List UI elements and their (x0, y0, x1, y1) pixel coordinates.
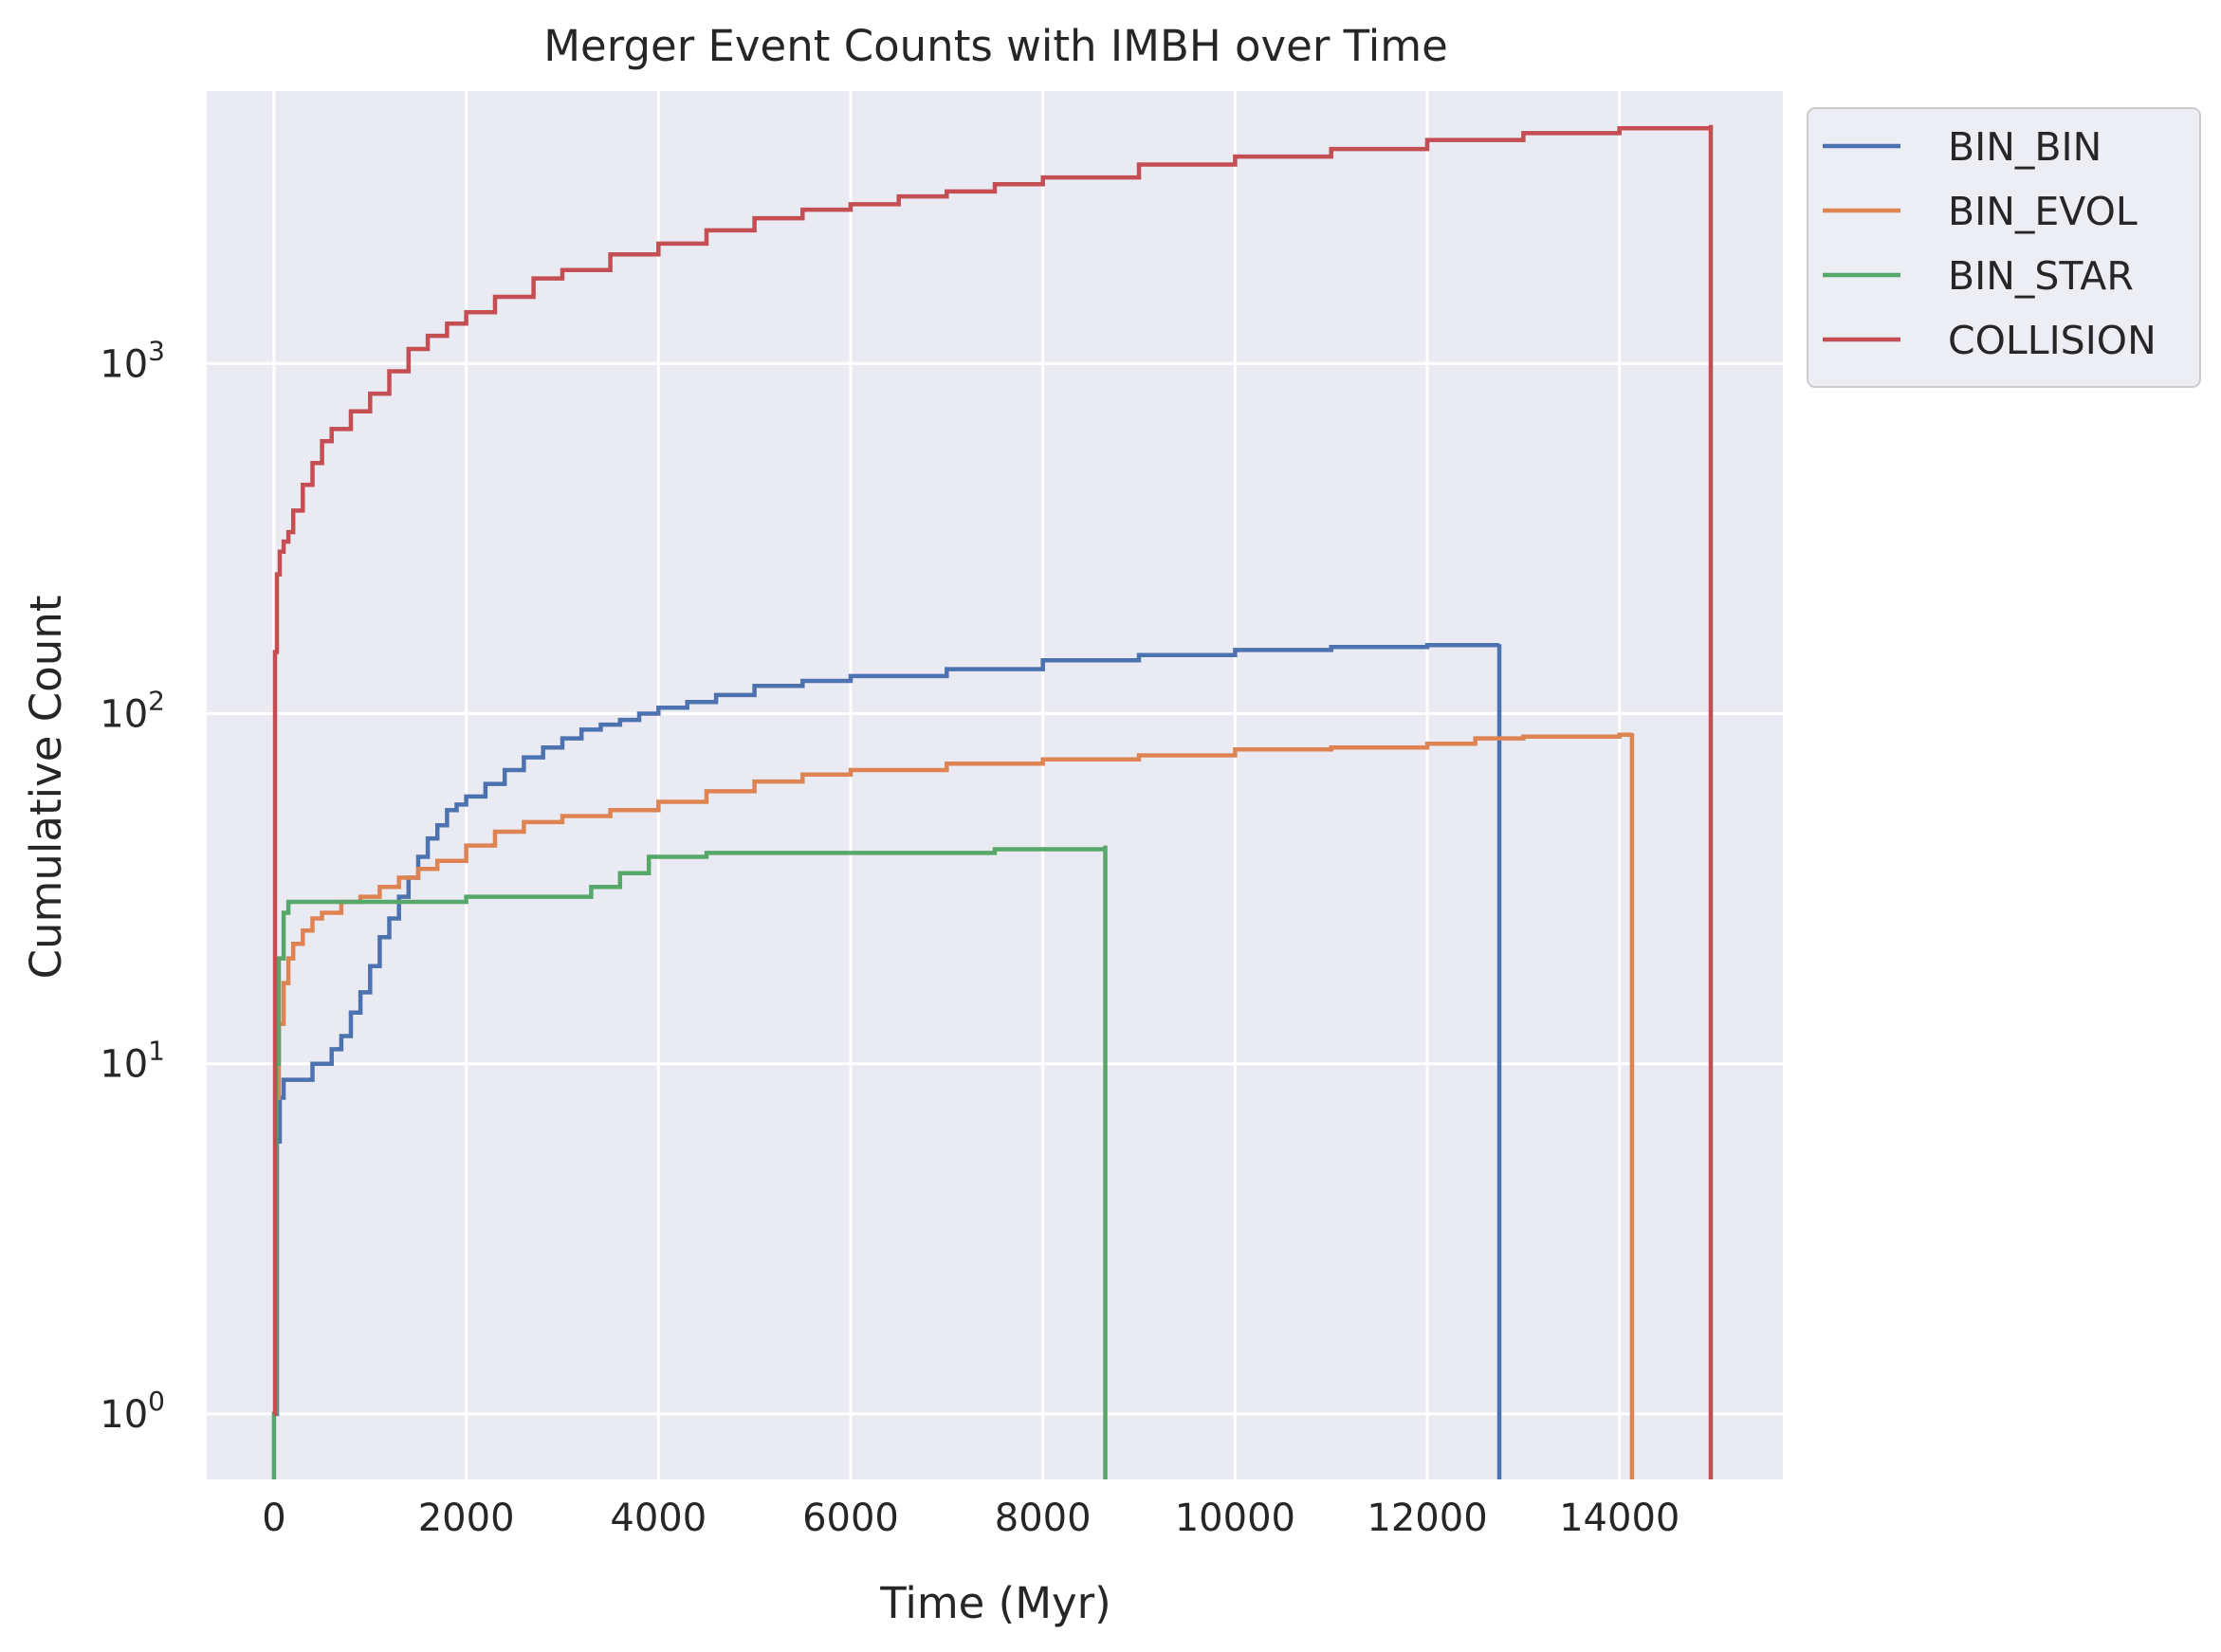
series-lines (271, 124, 1714, 1479)
legend-box (1807, 107, 2201, 388)
y-tick-label: 102 (100, 686, 165, 737)
series-line-bin-bin (273, 642, 1502, 1479)
y-tick-label: 100 (100, 1386, 165, 1437)
x-tick-label: 14000 (1559, 1496, 1680, 1540)
legend-label: COLLISION (1948, 318, 2157, 363)
x-tick-label: 10000 (1175, 1496, 1295, 1540)
x-tick-label: 2000 (418, 1496, 515, 1540)
series-line-collision (272, 124, 1714, 1479)
series-line-bin-evol (273, 732, 1635, 1479)
x-tick-label: 8000 (995, 1496, 1092, 1540)
y-tick-label: 101 (100, 1036, 165, 1087)
x-tick-label: 0 (262, 1496, 285, 1540)
chart-title: Merger Event Counts with IMBH over Time (543, 21, 1448, 71)
series-line-bin-star (271, 845, 1108, 1479)
legend-label: BIN_EVOL (1948, 189, 2138, 234)
gridlines (207, 91, 1783, 1479)
plot-area (207, 91, 1783, 1479)
tick-labels: 0 2000 4000 6000 8000 10000 12000 14000 100 101 10… (100, 335, 1680, 1540)
x-tick-label: 4000 (610, 1496, 707, 1540)
y-axis-label: Cumulative Count (21, 596, 71, 980)
legend-label: BIN_STAR (1948, 253, 2134, 299)
legend: BIN_BIN BIN_EVOL BIN_STAR COLLISION (1807, 107, 2201, 388)
y-tick-label: 103 (100, 335, 165, 386)
x-tick-label: 12000 (1367, 1496, 1487, 1540)
x-tick-label: 6000 (802, 1496, 899, 1540)
x-axis-label: Time (Myr) (879, 1578, 1111, 1628)
legend-label: BIN_BIN (1948, 124, 2102, 170)
